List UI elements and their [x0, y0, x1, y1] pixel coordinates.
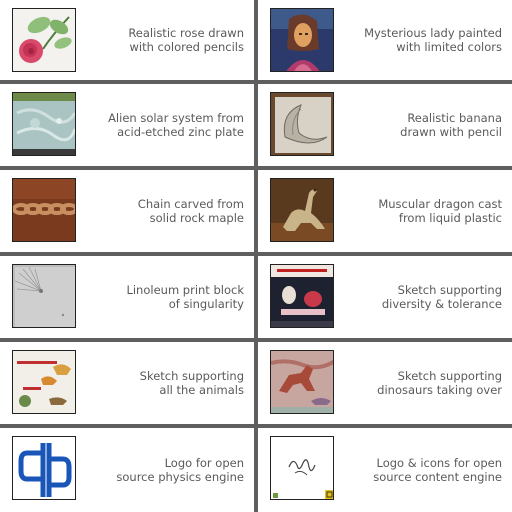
caption-line2: with limited colors — [396, 40, 502, 54]
caption-line2: drawn with pencil — [400, 125, 502, 139]
gallery-item-rose[interactable]: Realistic rose drawn with colored pencil… — [0, 0, 254, 80]
caption-line1: Sketch supporting — [397, 283, 502, 297]
caption-line1: Chain carved from — [137, 197, 244, 211]
plastic-dragon-thumbnail[interactable] — [270, 178, 334, 242]
dinosaurs-caption: Sketch supporting dinosaurs taking over — [337, 342, 502, 424]
caption-line2: diversity & tolerance — [381, 297, 502, 311]
caption-line1: Sketch supporting — [397, 369, 502, 383]
caption-line1: Sketch supporting — [139, 369, 244, 383]
linoleum-block-thumbnail[interactable] — [12, 264, 76, 328]
gallery-item-physics-logo[interactable]: Logo for open source physics engine — [0, 428, 254, 512]
wooden-chain-thumbnail[interactable] — [12, 178, 76, 242]
diversity-caption: Sketch supporting diversity & tolerance — [337, 256, 502, 338]
banana-drawing-thumbnail[interactable] — [270, 92, 334, 156]
physics-logo-caption: Logo for open source physics engine — [79, 428, 244, 512]
caption-line2: acid-etched zinc plate — [117, 125, 244, 139]
gallery-item-animals[interactable]: Sketch supporting all the animals — [0, 342, 254, 424]
caption-line1: Realistic banana — [407, 111, 502, 125]
lady-painting-thumbnail[interactable] — [270, 8, 334, 72]
caption-line1: Muscular dragon cast — [378, 197, 502, 211]
caption-line2: with colored pencils — [129, 40, 244, 54]
caption-line1: Realistic rose drawn — [128, 26, 244, 40]
gallery-item-linoleum[interactable]: Linoleum print block of singularity — [0, 256, 254, 338]
caption-line2: of singularity — [168, 297, 244, 311]
caption-line2: from liquid plastic — [398, 211, 502, 225]
linoleum-caption: Linoleum print block of singularity — [79, 256, 244, 338]
caption-line1: Mysterious lady painted — [364, 26, 502, 40]
content-logo-caption: Logo & icons for open source content eng… — [337, 428, 502, 512]
caption-line1: Logo for open — [164, 456, 244, 470]
lady-caption: Mysterious lady painted with limited col… — [337, 0, 502, 80]
gallery-item-dragon[interactable]: Muscular dragon cast from liquid plastic — [258, 170, 512, 252]
caption-line1: Alien solar system from — [108, 111, 244, 125]
gallery-item-content-logo[interactable]: Logo & icons for open source content eng… — [258, 428, 512, 512]
gallery-item-zinc-plate[interactable]: Alien solar system from acid-etched zinc… — [0, 84, 254, 166]
caption-line2: all the animals — [159, 383, 244, 397]
banana-caption: Realistic banana drawn with pencil — [337, 84, 502, 166]
gallery-item-diversity[interactable]: Sketch supporting diversity & tolerance — [258, 256, 512, 338]
caption-line1: Logo & icons for open — [376, 456, 502, 470]
rose-drawing-thumbnail[interactable] — [12, 8, 76, 72]
zinc-plate-thumbnail[interactable] — [12, 92, 76, 156]
zinc-plate-caption: Alien solar system from acid-etched zinc… — [79, 84, 244, 166]
dinosaurs-sketch-thumbnail[interactable] — [270, 350, 334, 414]
gallery-item-dinosaurs[interactable]: Sketch supporting dinosaurs taking over — [258, 342, 512, 424]
animals-caption: Sketch supporting all the animals — [79, 342, 244, 424]
gallery-item-chain[interactable]: Chain carved from solid rock maple — [0, 170, 254, 252]
animals-sketch-thumbnail[interactable] — [12, 350, 76, 414]
caption-line1: Linoleum print block — [126, 283, 244, 297]
caption-line2: solid rock maple — [149, 211, 244, 225]
chain-caption: Chain carved from solid rock maple — [79, 170, 244, 252]
gallery-item-banana[interactable]: Realistic banana drawn with pencil — [258, 84, 512, 166]
caption-line2: source physics engine — [116, 470, 244, 484]
dragon-caption: Muscular dragon cast from liquid plastic — [337, 170, 502, 252]
caption-line2: source content engine — [373, 470, 502, 484]
rose-caption: Realistic rose drawn with colored pencil… — [79, 0, 244, 80]
gallery-item-lady[interactable]: Mysterious lady painted with limited col… — [258, 0, 512, 80]
caption-line2: dinosaurs taking over — [377, 383, 502, 397]
content-engine-logo-thumbnail[interactable] — [270, 436, 334, 500]
physics-engine-logo-thumbnail[interactable] — [12, 436, 76, 500]
diversity-sketch-thumbnail[interactable] — [270, 264, 334, 328]
